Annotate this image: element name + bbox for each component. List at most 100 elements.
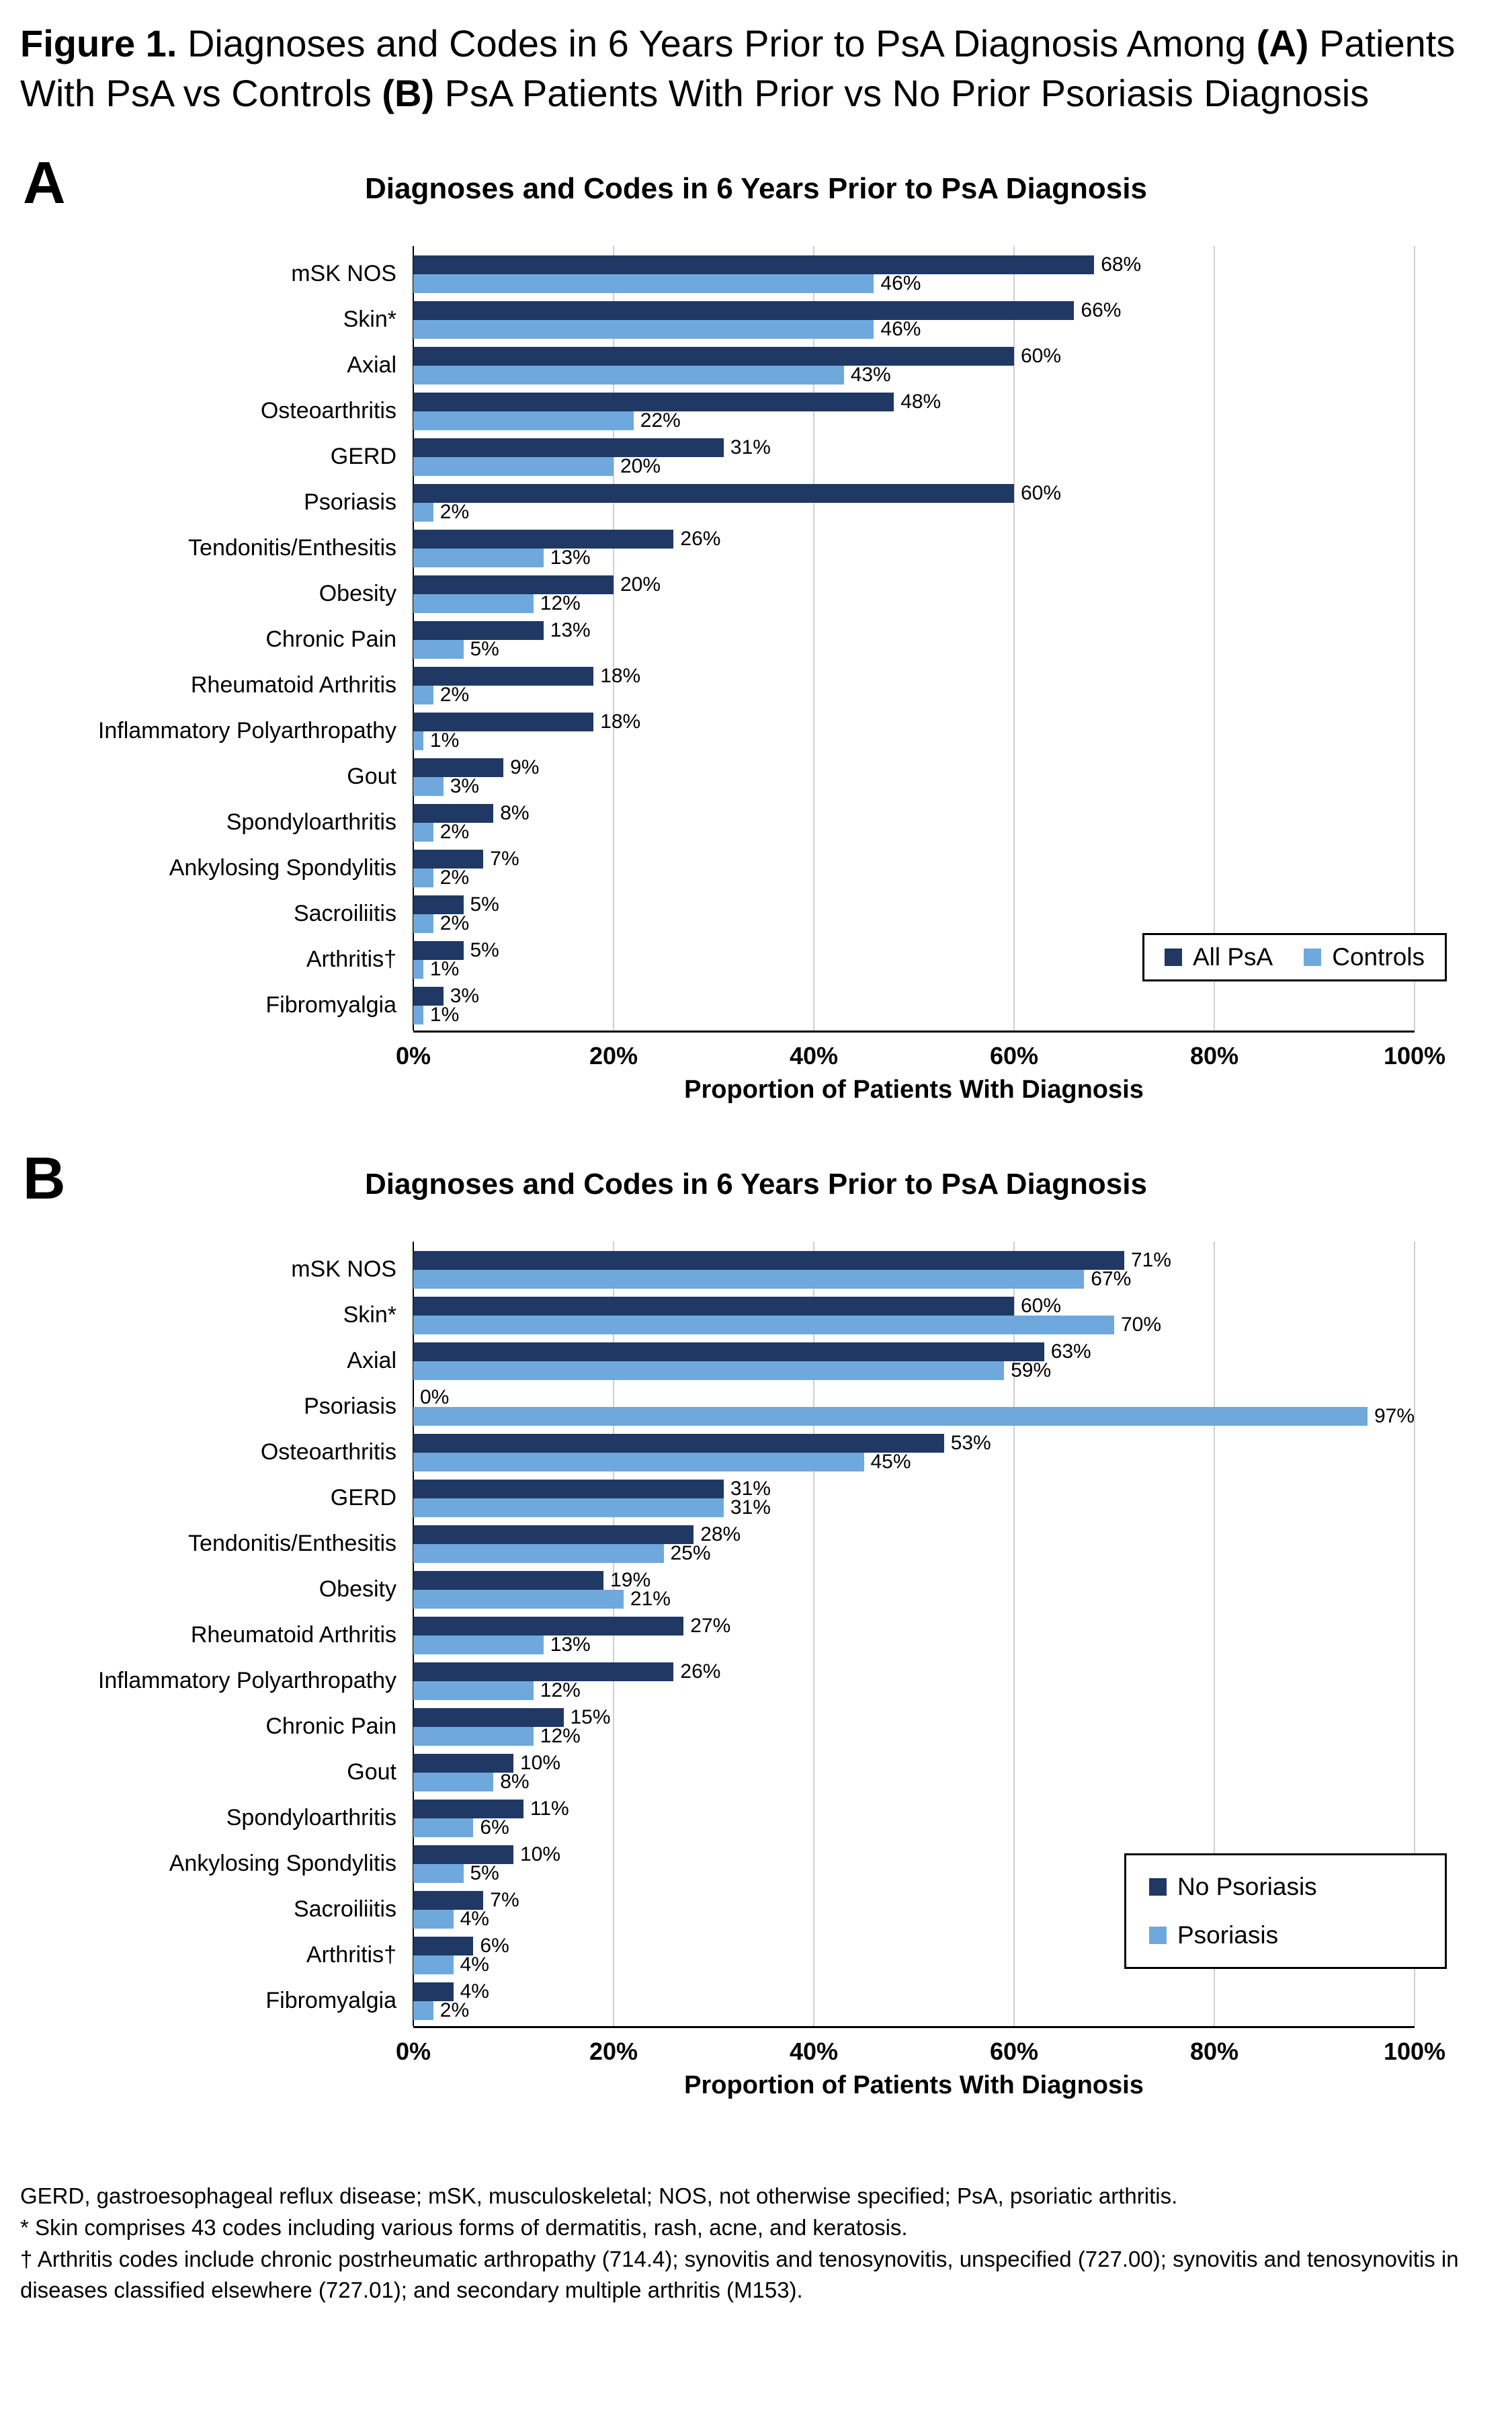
footnote: * Skin comprises 43 codes including vari… <box>20 2214 908 2240</box>
value-label: 31% <box>730 1496 771 1519</box>
bar-line: 10% <box>413 1752 1415 1773</box>
bar <box>413 1570 604 1590</box>
gridline <box>1414 1241 1415 2026</box>
bar-line: 20% <box>413 574 1415 594</box>
legend-label: All PsA <box>1192 942 1273 971</box>
x-tick-label: 100% <box>1383 2037 1446 2065</box>
value-label: 2% <box>439 500 470 523</box>
bar <box>413 255 1095 274</box>
bar <box>413 1772 494 1791</box>
value-label: 5% <box>470 938 499 961</box>
chart-row: Tendonitis/Enthesitis 26% 13% <box>188 526 1415 571</box>
bar <box>413 483 1014 503</box>
x-tick-label: 100% <box>1383 1041 1446 1070</box>
value-label: 18% <box>600 664 641 687</box>
chart-title: Diagnoses and Codes in 6 Years Prior to … <box>365 171 1147 205</box>
bar <box>413 1936 474 1955</box>
bar-line: 26% <box>413 528 1415 549</box>
value-label: 5% <box>470 637 499 660</box>
bar-line: 12% <box>413 593 1415 613</box>
bar <box>413 986 444 1006</box>
gridline <box>813 1241 814 2026</box>
value-label: 1% <box>429 957 460 980</box>
bar <box>413 1681 534 1700</box>
bar-line: 20% <box>413 456 1415 476</box>
bar-line: 70% <box>413 1313 1415 1336</box>
bar <box>413 1250 1124 1270</box>
value-label: 12% <box>540 1679 581 1701</box>
value-label: 2% <box>439 912 470 934</box>
x-tick-label: 40% <box>789 2037 839 2065</box>
value-label: 15% <box>570 1705 611 1728</box>
bar-line: 3% <box>413 985 1415 1006</box>
x-axis-label: Proportion of Patients With Diagnosis <box>684 1075 1144 1104</box>
value-label: 2% <box>439 683 470 706</box>
x-tick-label: 40% <box>789 1041 839 1070</box>
bar <box>413 1543 664 1563</box>
x-tick-label: 20% <box>589 1041 638 1070</box>
bar-line: 2% <box>413 867 1415 887</box>
bar-line: 31% <box>413 1496 1415 1519</box>
bar <box>413 1955 454 1974</box>
legend-swatch <box>1164 948 1182 966</box>
value-label: 6% <box>480 1934 509 1957</box>
chart-row: GERD 31% 20% <box>331 434 1415 480</box>
x-tick-label: 80% <box>1189 2037 1239 2065</box>
bar <box>413 1452 864 1471</box>
category-label: GERD <box>330 1484 396 1510</box>
value-label: 8% <box>500 801 530 824</box>
chart-row: Obesity 20% 12% <box>319 571 1415 617</box>
value-label: 7% <box>490 1888 519 1911</box>
value-label: 28% <box>700 1523 741 1545</box>
value-label: 46% <box>880 317 921 340</box>
category-label: Osteoarthritis <box>260 397 396 424</box>
figure-title-segment: Figure 1. <box>20 22 177 65</box>
value-label: 5% <box>470 893 499 916</box>
footnote: GERD, gastroesophageal reflux disease; m… <box>20 2183 1178 2208</box>
chart-body: mSK NOS 71% 67% Skin* 60% 70% Axial 63% 59% Psori… <box>20 1241 1492 2100</box>
panel-letter: B <box>23 1144 66 1211</box>
bar-line: 12% <box>413 1726 1415 1746</box>
bar <box>413 456 614 476</box>
bar-line: 22% <box>413 410 1415 430</box>
bar-line: 97% <box>413 1406 1415 1426</box>
bar <box>413 1635 544 1654</box>
value-label: 31% <box>730 436 771 458</box>
bar-line: 5% <box>413 893 1415 916</box>
category-label: Rheumatoid Arthritis <box>190 672 396 698</box>
bar <box>413 959 423 979</box>
value-label: 43% <box>850 363 891 386</box>
bar-line: 48% <box>413 390 1415 413</box>
category-label: Psoriasis <box>304 489 396 515</box>
category-label: Tendonitis/Enthesitis <box>188 1530 396 1556</box>
category-label: Inflammatory Polyarthropathy <box>97 717 396 743</box>
category-label: Obesity <box>319 580 396 606</box>
value-label: 70% <box>1121 1313 1162 1336</box>
bar <box>413 365 844 385</box>
gridline <box>1214 245 1215 1031</box>
bar-line: 2% <box>413 2000 1415 2020</box>
bar <box>413 868 433 887</box>
bar <box>413 712 594 731</box>
value-label: 63% <box>1050 1340 1091 1363</box>
bar-line: 2% <box>413 821 1415 842</box>
legend-item: No Psoriasis <box>1149 1873 1317 1901</box>
figure-title-segment: Patients With PsA vs Controls <box>20 22 1456 114</box>
chart-row: Skin* 66% 46% <box>343 297 1415 343</box>
bar-line: 5% <box>413 938 1415 961</box>
footnotes: GERD, gastroesophageal reflux disease; m… <box>20 2181 1492 2306</box>
category-label: Skin* <box>343 1301 396 1328</box>
bar <box>413 666 594 686</box>
bar <box>413 1406 1368 1426</box>
value-label: 13% <box>550 1633 591 1656</box>
bar <box>413 438 724 457</box>
value-label: 48% <box>900 390 941 413</box>
bar <box>413 411 634 430</box>
value-label: 6% <box>480 1816 509 1839</box>
legend: All PsA Controls <box>1142 932 1447 981</box>
value-label: 26% <box>680 1660 721 1683</box>
value-label: 0% <box>420 1385 450 1408</box>
category-label: mSK NOS <box>291 1256 396 1282</box>
bar-line: 18% <box>413 711 1415 731</box>
value-label: 67% <box>1091 1267 1132 1290</box>
